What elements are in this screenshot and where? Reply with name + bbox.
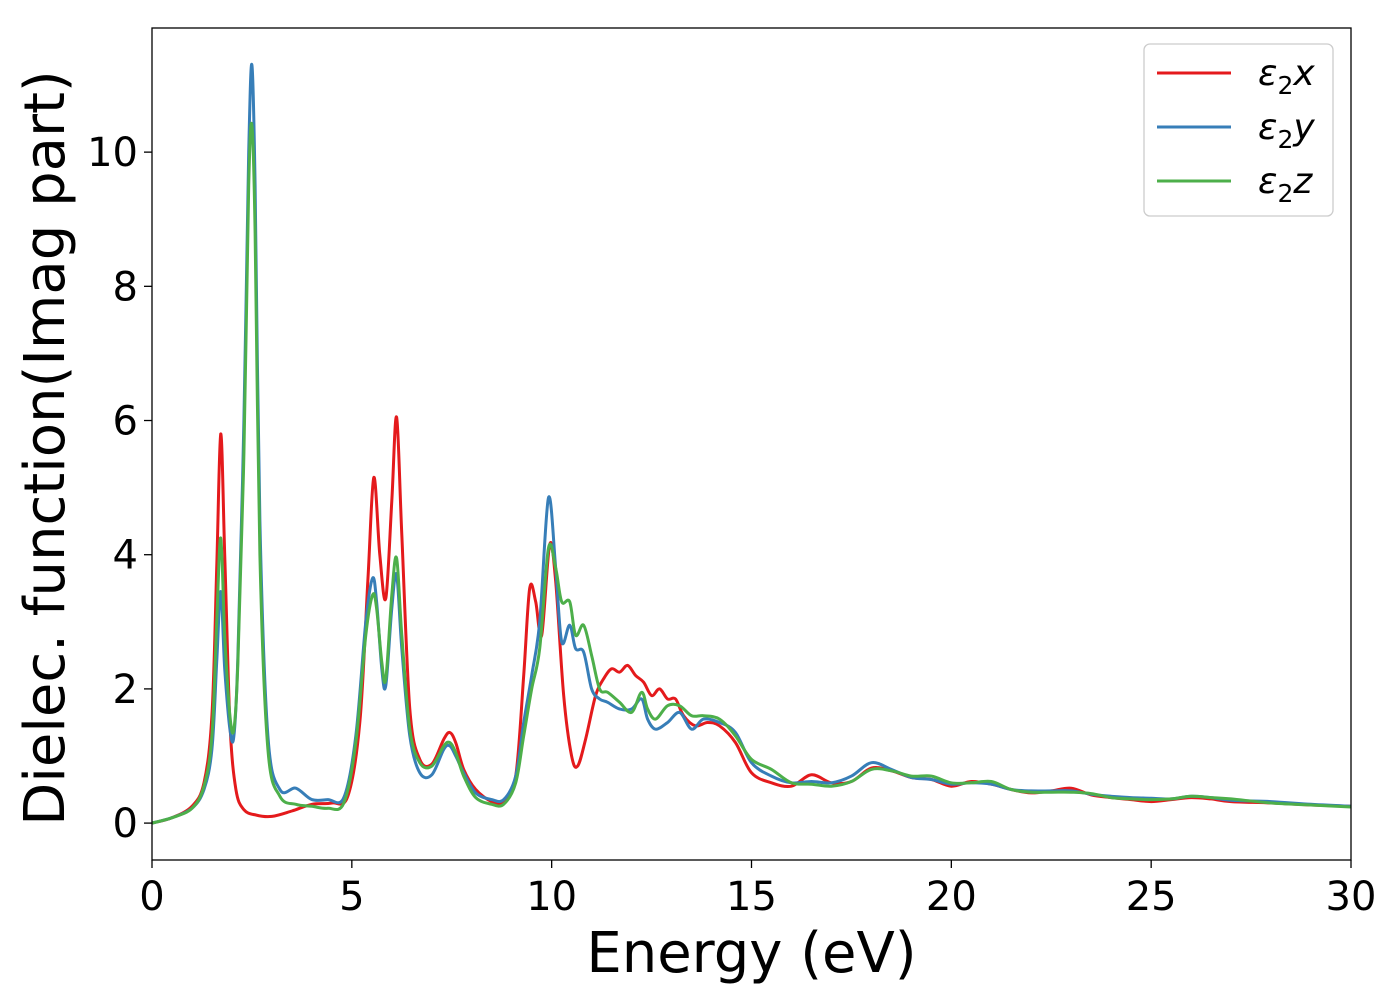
x-tick-label: 30 [1326,874,1377,920]
x-axis-label: Energy (eV) [586,921,916,986]
x-tick-label: 10 [526,874,577,920]
series-line-z [152,121,1351,825]
x-tick-label: 20 [926,874,977,920]
plot-area [152,62,1351,825]
plot-frame [151,27,1352,861]
legend-box [1143,43,1334,217]
x-tick-label: 25 [1126,874,1177,920]
legend: ε2x ε2y ε2z [1143,43,1334,217]
y-axis-label: Dielec. function(Imag part) [13,70,78,826]
x-tick-label: 15 [726,874,777,920]
axes: 0 5 10 15 20 25 30 0 2 4 6 8 10 Energy (eV) Dielec.… [13,27,1376,986]
y-axis-ticks: 0 2 4 6 8 10 [87,130,152,847]
x-tick-label: 0 [139,874,164,920]
y-tick-label: 2 [113,667,138,713]
legend-label-y: ε2y [1258,107,1315,154]
y-tick-label: 0 [113,801,138,847]
y-tick-label: 6 [113,399,138,445]
x-tick-label: 5 [339,874,364,920]
y-tick-label: 8 [113,264,138,310]
legend-label-x: ε2x [1258,53,1315,100]
y-tick-label: 4 [113,533,138,579]
y-tick-label: 10 [87,130,138,176]
x-axis-ticks: 0 5 10 15 20 25 30 [139,860,1376,920]
legend-label-z: ε2z [1258,161,1313,208]
